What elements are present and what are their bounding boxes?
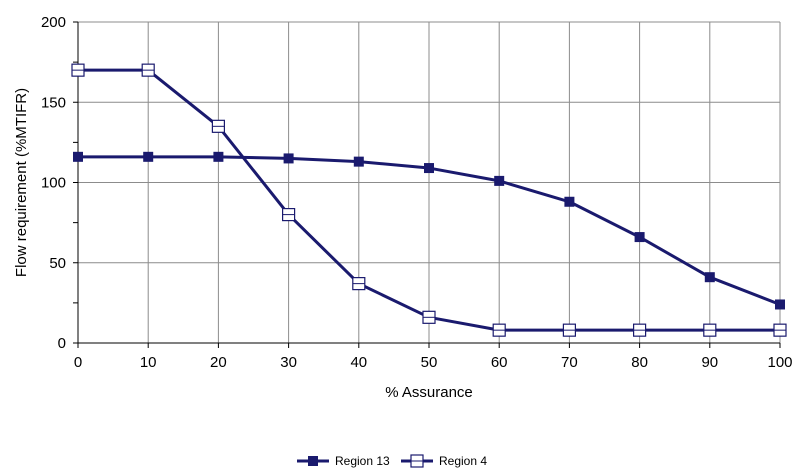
x-tick-label: 30 bbox=[280, 354, 297, 371]
data-point bbox=[353, 156, 364, 167]
y-tick-label: 200 bbox=[41, 14, 66, 31]
data-point bbox=[424, 163, 434, 174]
y-tick-label: 100 bbox=[41, 175, 66, 192]
data-point bbox=[775, 299, 785, 310]
x-tick-label: 40 bbox=[350, 354, 367, 371]
grid bbox=[78, 21, 781, 343]
data-point bbox=[494, 175, 505, 186]
data-point bbox=[704, 272, 715, 283]
axes: 0 50 100 150 200 0 10 20 30 40 50 60 70 80 90 100 bbox=[41, 14, 793, 371]
data-point bbox=[634, 232, 645, 243]
data-point bbox=[213, 151, 224, 162]
legend-label: Region 4 bbox=[439, 454, 487, 468]
x-tick-label: 10 bbox=[140, 354, 157, 371]
y-tick-label: 50 bbox=[49, 255, 66, 272]
x-tick-label: 70 bbox=[561, 354, 578, 371]
data-point bbox=[564, 196, 575, 207]
x-tick-label: 20 bbox=[210, 354, 227, 371]
legend: Region 13 Region 4 bbox=[297, 454, 487, 468]
x-axis-label: % Assurance bbox=[385, 384, 473, 401]
legend-label: Region 13 bbox=[335, 454, 390, 468]
y-axis-label: Flow requirement (%MTIFR) bbox=[13, 88, 30, 277]
data-point bbox=[73, 151, 83, 162]
x-tick-label: 0 bbox=[74, 354, 82, 371]
x-tick-label: 50 bbox=[421, 354, 438, 371]
data-point bbox=[143, 151, 154, 162]
y-tick-label: 150 bbox=[41, 94, 66, 111]
x-tick-label: 60 bbox=[491, 354, 508, 371]
x-tick-label: 100 bbox=[767, 354, 792, 371]
legend-marker bbox=[308, 456, 318, 466]
x-tick-label: 80 bbox=[631, 354, 648, 371]
y-tick-label: 0 bbox=[58, 335, 66, 352]
series-layer bbox=[71, 63, 787, 337]
x-tick-label: 90 bbox=[701, 354, 718, 371]
data-point bbox=[283, 153, 294, 164]
